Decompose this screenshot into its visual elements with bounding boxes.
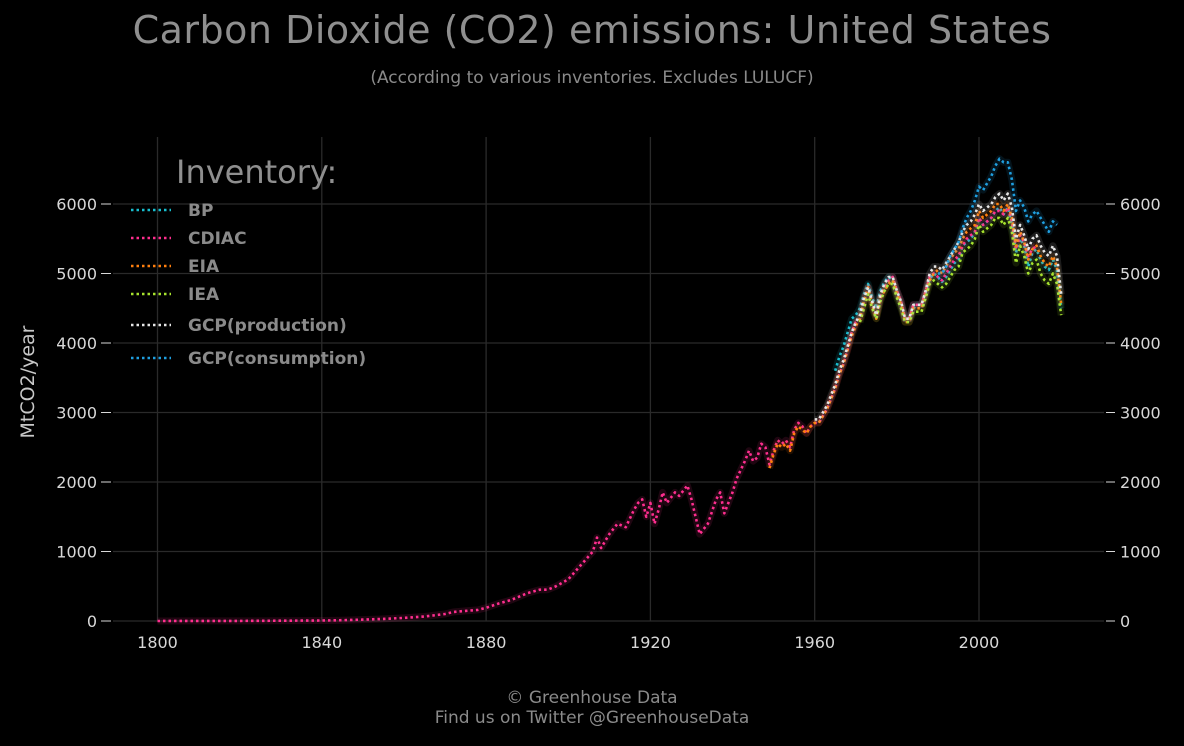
- series-line-bp: [833, 206, 1063, 372]
- x-tick-label: 1800: [137, 633, 178, 652]
- copyright-text: © Greenhouse Data: [506, 688, 678, 708]
- twitter-text: Find us on Twitter @GreenhouseData: [434, 708, 750, 728]
- series-line-iea: [858, 216, 1063, 324]
- series-line-cdiac: [157, 206, 1038, 623]
- x-tick-label: 1920: [630, 633, 671, 652]
- chart-subtitle: (According to various inventories. Exclu…: [370, 68, 814, 88]
- chart-title: Carbon Dioxide (CO2) emissions: United S…: [132, 8, 1052, 52]
- legend-label-gcp-consumption: GCP(consumption): [188, 349, 366, 369]
- legend-label-bp: BP: [188, 201, 213, 221]
- y-axis-ticks-right: 0 1000 2000 3000 4000 5000 6000: [1106, 195, 1161, 631]
- y-tick-label-right: 2000: [1120, 473, 1161, 492]
- series-line-gcp-production: [814, 192, 1063, 421]
- y-tick-label-left: 1000: [56, 543, 97, 562]
- series-glow-gcp-production: [814, 190, 1065, 423]
- x-axis-ticks: 1800 1840 1880 1920 1960 2000: [137, 633, 999, 652]
- y-axis-ticks-left: 0 1000 2000 3000 4000 5000 6000: [56, 195, 111, 631]
- x-tick-label: 2000: [959, 633, 1000, 652]
- legend-label-eia: EIA: [188, 257, 220, 277]
- legend-label-iea: IEA: [188, 285, 220, 305]
- legend-label-cdiac: CDIAC: [188, 229, 247, 249]
- grid-lines: [113, 137, 1104, 622]
- series-glow-gcp-consumption: [937, 155, 1060, 277]
- y-tick-label-right: 1000: [1120, 543, 1161, 562]
- y-tick-label-right: 6000: [1120, 195, 1161, 214]
- y-tick-label-left: 3000: [56, 404, 97, 423]
- series-line-eia: [768, 202, 1063, 469]
- y-tick-label-left: 5000: [56, 265, 97, 284]
- x-tick-label: 1840: [301, 633, 342, 652]
- y-tick-label-right: 3000: [1120, 404, 1161, 423]
- y-tick-label-right: 4000: [1120, 334, 1161, 353]
- legend-label-gcp-production: GCP(production): [188, 316, 347, 336]
- y-tick-label-left: 6000: [56, 195, 97, 214]
- y-tick-label-right: 5000: [1120, 265, 1161, 284]
- y-tick-label-left: 0: [87, 612, 97, 631]
- y-tick-label-left: 4000: [56, 334, 97, 353]
- legend: Inventory: BP CDIAC EIA IEA GCP(production) G…: [131, 153, 366, 369]
- series-glow-cdiac: [157, 204, 1039, 625]
- x-tick-label: 1960: [794, 633, 835, 652]
- series-lines: [157, 155, 1065, 625]
- x-tick-label: 1880: [466, 633, 507, 652]
- y-tick-label-right: 0: [1120, 612, 1130, 631]
- y-tick-label-left: 2000: [56, 473, 97, 492]
- footer: © Greenhouse Data Find us on Twitter @Gr…: [0, 688, 1184, 728]
- legend-title: Inventory:: [176, 153, 337, 191]
